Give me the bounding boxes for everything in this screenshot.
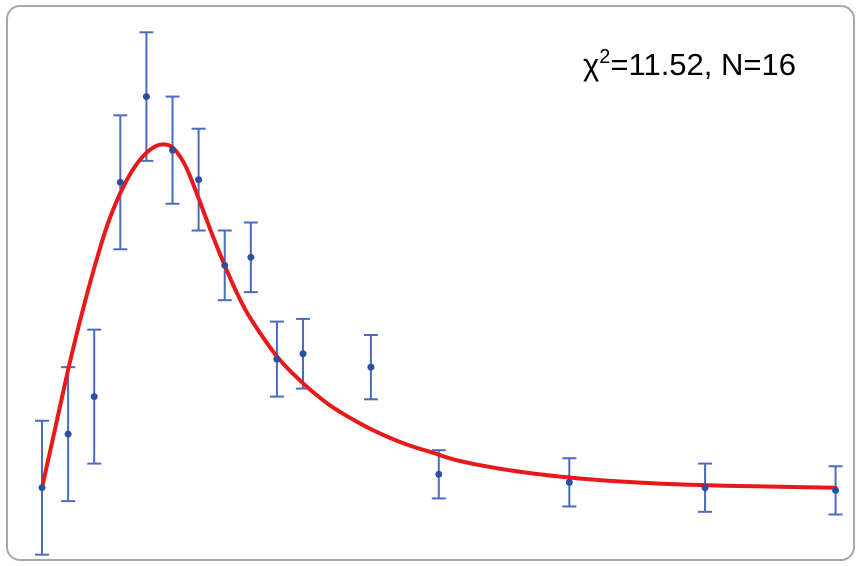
data-point-12 [367, 363, 375, 371]
fit-curve-line [40, 142, 838, 490]
data-point-6 [169, 146, 177, 154]
data-point-3 [90, 393, 98, 401]
data-point-16 [832, 486, 840, 494]
data-point-7 [195, 176, 203, 184]
data-point-1 [38, 484, 46, 492]
data-point-14 [565, 478, 573, 486]
data-point-13 [435, 470, 443, 478]
chi-symbol: χ [583, 47, 599, 82]
data-point-11 [299, 350, 307, 358]
chi-exponent: 2 [599, 46, 610, 68]
data-point-8 [221, 261, 229, 269]
data-point-9 [247, 253, 255, 261]
data-point-2 [64, 430, 72, 438]
data-points-group [38, 93, 840, 494]
data-point-10 [273, 355, 281, 363]
data-point-4 [116, 178, 124, 186]
chi-square-annotation: χ2=11.52, N=16 [583, 46, 796, 82]
data-point-15 [701, 484, 709, 492]
fit-line-group [40, 142, 838, 490]
data-point-5 [142, 93, 150, 101]
annotation-rest: =11.52, N=16 [610, 47, 796, 82]
